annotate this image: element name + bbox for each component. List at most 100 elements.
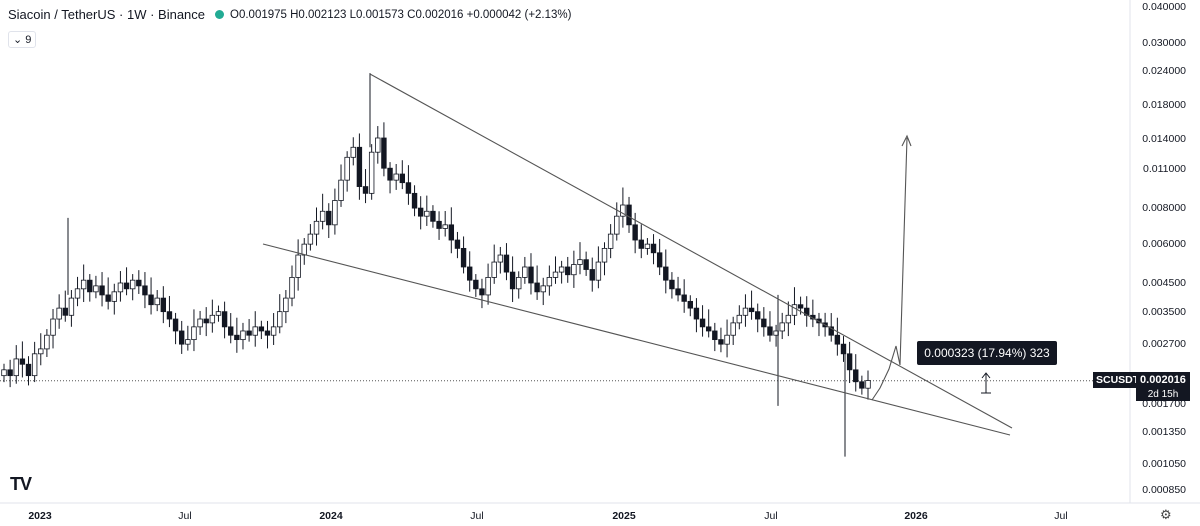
- candle[interactable]: [853, 354, 859, 392]
- candle[interactable]: [80, 264, 87, 303]
- candle[interactable]: [381, 122, 387, 177]
- candle[interactable]: [644, 238, 651, 255]
- lower-wedge-line[interactable]: [262, 243, 1011, 436]
- candle[interactable]: [503, 243, 510, 281]
- candle[interactable]: [215, 305, 222, 322]
- candle[interactable]: [44, 329, 50, 357]
- candle[interactable]: [626, 196, 632, 233]
- candle[interactable]: [522, 256, 528, 284]
- candle[interactable]: [99, 272, 105, 307]
- symbol-title[interactable]: Siacoin / TetherUS · 1W · Binance: [8, 7, 206, 22]
- candle[interactable]: [172, 312, 179, 345]
- candle[interactable]: [148, 277, 154, 315]
- candle[interactable]: [191, 309, 197, 352]
- candle[interactable]: [638, 224, 644, 259]
- time-axis[interactable]: 2023 Jul 2024 Jul 2025 Jul 2026 Jul: [0, 502, 1200, 522]
- candle[interactable]: [129, 274, 136, 301]
- candle[interactable]: [56, 294, 62, 329]
- candle[interactable]: [491, 244, 497, 284]
- candle[interactable]: [117, 271, 124, 302]
- candle[interactable]: [687, 295, 693, 317]
- candle[interactable]: [571, 250, 577, 288]
- candle[interactable]: [74, 276, 81, 307]
- projection-line[interactable]: [871, 137, 908, 401]
- candle[interactable]: [509, 256, 516, 303]
- candle[interactable]: [234, 317, 240, 353]
- candle[interactable]: [246, 319, 252, 342]
- candle[interactable]: [467, 251, 473, 292]
- candle[interactable]: [50, 309, 56, 349]
- candle[interactable]: [620, 187, 626, 228]
- candle[interactable]: [197, 310, 203, 335]
- candle[interactable]: [840, 336, 847, 362]
- candle[interactable]: [785, 301, 792, 337]
- candle[interactable]: [25, 356, 32, 386]
- candle[interactable]: [209, 299, 216, 333]
- candle[interactable]: [436, 211, 442, 240]
- candle[interactable]: [859, 375, 865, 395]
- candle[interactable]: [816, 312, 822, 337]
- candle[interactable]: [13, 345, 19, 384]
- candle[interactable]: [473, 274, 479, 297]
- candle[interactable]: [675, 276, 681, 302]
- candle[interactable]: [295, 239, 301, 291]
- candle[interactable]: [264, 320, 271, 349]
- candle[interactable]: [240, 322, 246, 350]
- gear-icon[interactable]: ⚙: [1160, 507, 1172, 522]
- candle[interactable]: [669, 272, 675, 299]
- candle[interactable]: [142, 272, 148, 309]
- candle[interactable]: [62, 290, 68, 322]
- candle[interactable]: [442, 211, 448, 237]
- candle[interactable]: [736, 305, 743, 330]
- candle[interactable]: [375, 126, 381, 164]
- candle[interactable]: [712, 322, 718, 352]
- candle[interactable]: [583, 251, 589, 276]
- candle[interactable]: [338, 164, 344, 207]
- candle[interactable]: [87, 274, 93, 302]
- candle[interactable]: [865, 370, 871, 400]
- candle[interactable]: [136, 270, 142, 294]
- candle[interactable]: [546, 265, 553, 296]
- upper-wedge-line[interactable]: [369, 73, 1013, 429]
- candle[interactable]: [705, 309, 712, 338]
- candle[interactable]: [411, 185, 418, 217]
- candle[interactable]: [558, 260, 565, 284]
- candle[interactable]: [804, 296, 810, 327]
- candle[interactable]: [344, 151, 350, 192]
- candle[interactable]: [1, 363, 7, 383]
- candle[interactable]: [350, 137, 356, 166]
- candle[interactable]: [699, 305, 706, 337]
- candle[interactable]: [368, 144, 375, 200]
- candle[interactable]: [160, 286, 167, 324]
- candle[interactable]: [718, 327, 724, 353]
- tradingview-logo-icon[interactable]: TV: [10, 474, 32, 494]
- candle[interactable]: [810, 299, 816, 328]
- candle[interactable]: [748, 290, 755, 320]
- candle[interactable]: [313, 207, 320, 246]
- candle[interactable]: [252, 311, 258, 347]
- candle[interactable]: [724, 319, 730, 358]
- candle[interactable]: [166, 295, 173, 328]
- candle[interactable]: [454, 231, 461, 259]
- candle[interactable]: [19, 341, 26, 378]
- candle[interactable]: [105, 277, 111, 310]
- candle[interactable]: [154, 290, 160, 312]
- candle[interactable]: [534, 265, 540, 300]
- candle[interactable]: [356, 133, 363, 200]
- candle[interactable]: [179, 320, 185, 354]
- candle[interactable]: [681, 279, 687, 313]
- candle[interactable]: [405, 165, 412, 205]
- candle[interactable]: [595, 246, 602, 289]
- candle[interactable]: [460, 236, 467, 274]
- candle[interactable]: [448, 207, 455, 254]
- candle[interactable]: [693, 298, 700, 333]
- candle[interactable]: [332, 188, 338, 235]
- candle[interactable]: [650, 234, 657, 265]
- candle[interactable]: [203, 307, 209, 337]
- candle[interactable]: [362, 169, 369, 204]
- candle[interactable]: [607, 224, 614, 259]
- candle[interactable]: [221, 301, 228, 339]
- candle[interactable]: [516, 271, 522, 299]
- candle[interactable]: [417, 196, 424, 230]
- candle[interactable]: [656, 238, 663, 276]
